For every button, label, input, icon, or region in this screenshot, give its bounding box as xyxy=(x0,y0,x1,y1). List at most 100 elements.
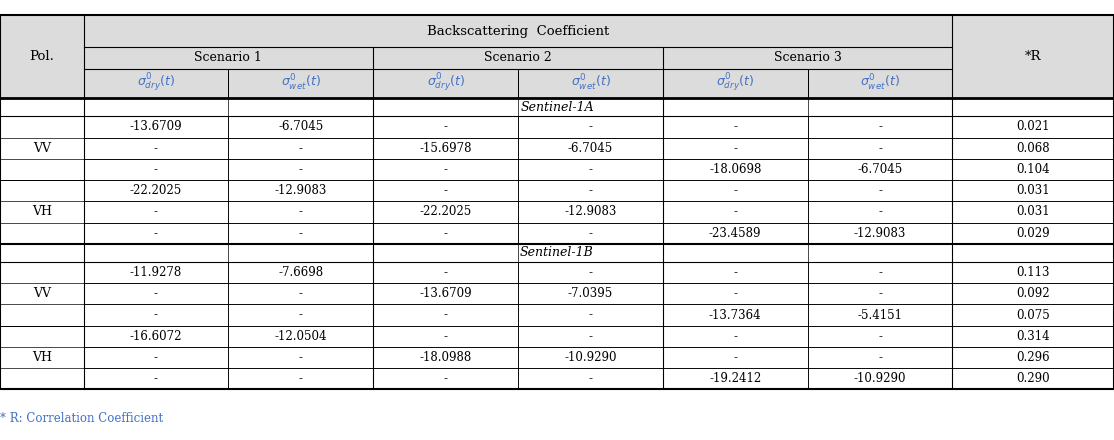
Text: Sentinel-1B: Sentinel-1B xyxy=(520,246,594,259)
Text: -: - xyxy=(588,372,593,385)
Text: -: - xyxy=(443,227,448,240)
Text: -: - xyxy=(733,205,737,219)
Bar xyxy=(373,304,518,326)
Text: -: - xyxy=(878,266,882,279)
Bar xyxy=(373,326,518,347)
Text: -: - xyxy=(733,121,737,133)
Text: 0.290: 0.290 xyxy=(1016,372,1051,385)
Text: -: - xyxy=(154,163,158,176)
Text: -: - xyxy=(733,287,737,300)
Text: $\sigma^0_{wet}(t)$: $\sigma^0_{wet}(t)$ xyxy=(860,73,900,93)
Text: -: - xyxy=(878,205,882,219)
Bar xyxy=(808,262,952,283)
Bar xyxy=(84,15,952,47)
Bar xyxy=(952,283,1114,304)
Text: -: - xyxy=(878,121,882,133)
Bar xyxy=(518,262,663,283)
Text: -5.4151: -5.4151 xyxy=(858,308,902,322)
Bar xyxy=(808,223,952,244)
Text: -18.0698: -18.0698 xyxy=(709,163,762,176)
Bar xyxy=(0,180,84,244)
Text: -: - xyxy=(733,142,737,155)
Bar xyxy=(952,202,1114,223)
Text: -: - xyxy=(443,121,448,133)
Text: -13.6709: -13.6709 xyxy=(419,287,472,300)
Text: -12.9083: -12.9083 xyxy=(564,205,617,219)
Text: -19.2412: -19.2412 xyxy=(710,372,761,385)
Text: -: - xyxy=(154,205,158,219)
Text: -12.9083: -12.9083 xyxy=(274,184,328,197)
Bar xyxy=(228,223,373,244)
Bar xyxy=(0,15,84,98)
Bar xyxy=(952,180,1114,202)
Text: $\sigma^0_{dry}(t)$: $\sigma^0_{dry}(t)$ xyxy=(137,72,175,95)
Bar xyxy=(952,368,1114,389)
Text: -: - xyxy=(733,351,737,364)
Text: -: - xyxy=(154,372,158,385)
Text: -: - xyxy=(878,287,882,300)
Text: -16.6072: -16.6072 xyxy=(129,330,183,343)
Bar xyxy=(952,15,1114,98)
Bar xyxy=(0,244,1114,262)
Bar xyxy=(518,368,663,389)
Bar xyxy=(228,202,373,223)
Bar xyxy=(373,202,518,223)
Bar xyxy=(808,138,952,159)
Bar xyxy=(84,262,228,283)
Bar xyxy=(228,159,373,180)
Bar xyxy=(373,69,518,98)
Bar xyxy=(808,368,952,389)
Text: -: - xyxy=(443,372,448,385)
Bar xyxy=(84,304,228,326)
Bar xyxy=(808,180,952,202)
Text: -: - xyxy=(154,142,158,155)
Bar xyxy=(228,138,373,159)
Bar xyxy=(808,159,952,180)
Text: *R: *R xyxy=(1025,50,1042,63)
Text: Backscattering  Coefficient: Backscattering Coefficient xyxy=(427,25,609,38)
Text: 0.104: 0.104 xyxy=(1016,163,1051,176)
Bar xyxy=(84,47,373,69)
Text: -: - xyxy=(443,330,448,343)
Text: -: - xyxy=(154,287,158,300)
Text: -: - xyxy=(154,308,158,322)
Text: -: - xyxy=(299,287,303,300)
Text: -12.0504: -12.0504 xyxy=(274,330,328,343)
Bar xyxy=(663,116,808,138)
Bar xyxy=(952,223,1114,244)
Text: -11.9278: -11.9278 xyxy=(130,266,182,279)
Bar xyxy=(663,202,808,223)
Bar xyxy=(0,326,84,389)
Bar xyxy=(808,283,952,304)
Bar xyxy=(0,262,84,326)
Bar xyxy=(373,47,663,69)
Text: -: - xyxy=(443,266,448,279)
Bar xyxy=(228,116,373,138)
Text: -: - xyxy=(299,351,303,364)
Bar xyxy=(518,283,663,304)
Bar xyxy=(84,116,228,138)
Text: -: - xyxy=(878,351,882,364)
Text: 0.029: 0.029 xyxy=(1016,227,1051,240)
Text: -: - xyxy=(878,184,882,197)
Bar xyxy=(663,138,808,159)
Bar xyxy=(518,69,663,98)
Text: 0.092: 0.092 xyxy=(1016,287,1051,300)
Text: VV: VV xyxy=(32,287,51,300)
Text: -22.2025: -22.2025 xyxy=(420,205,471,219)
Text: -: - xyxy=(443,184,448,197)
Bar xyxy=(663,47,952,69)
Text: -12.9083: -12.9083 xyxy=(853,227,907,240)
Text: -: - xyxy=(154,227,158,240)
Bar xyxy=(84,223,228,244)
Bar xyxy=(663,283,808,304)
Text: -6.7045: -6.7045 xyxy=(278,121,323,133)
Bar xyxy=(373,283,518,304)
Text: 0.021: 0.021 xyxy=(1016,121,1051,133)
Text: Scenario 1: Scenario 1 xyxy=(195,51,262,64)
Bar xyxy=(0,15,1114,389)
Text: -: - xyxy=(588,227,593,240)
Bar xyxy=(952,159,1114,180)
Bar xyxy=(228,262,373,283)
Bar xyxy=(808,304,952,326)
